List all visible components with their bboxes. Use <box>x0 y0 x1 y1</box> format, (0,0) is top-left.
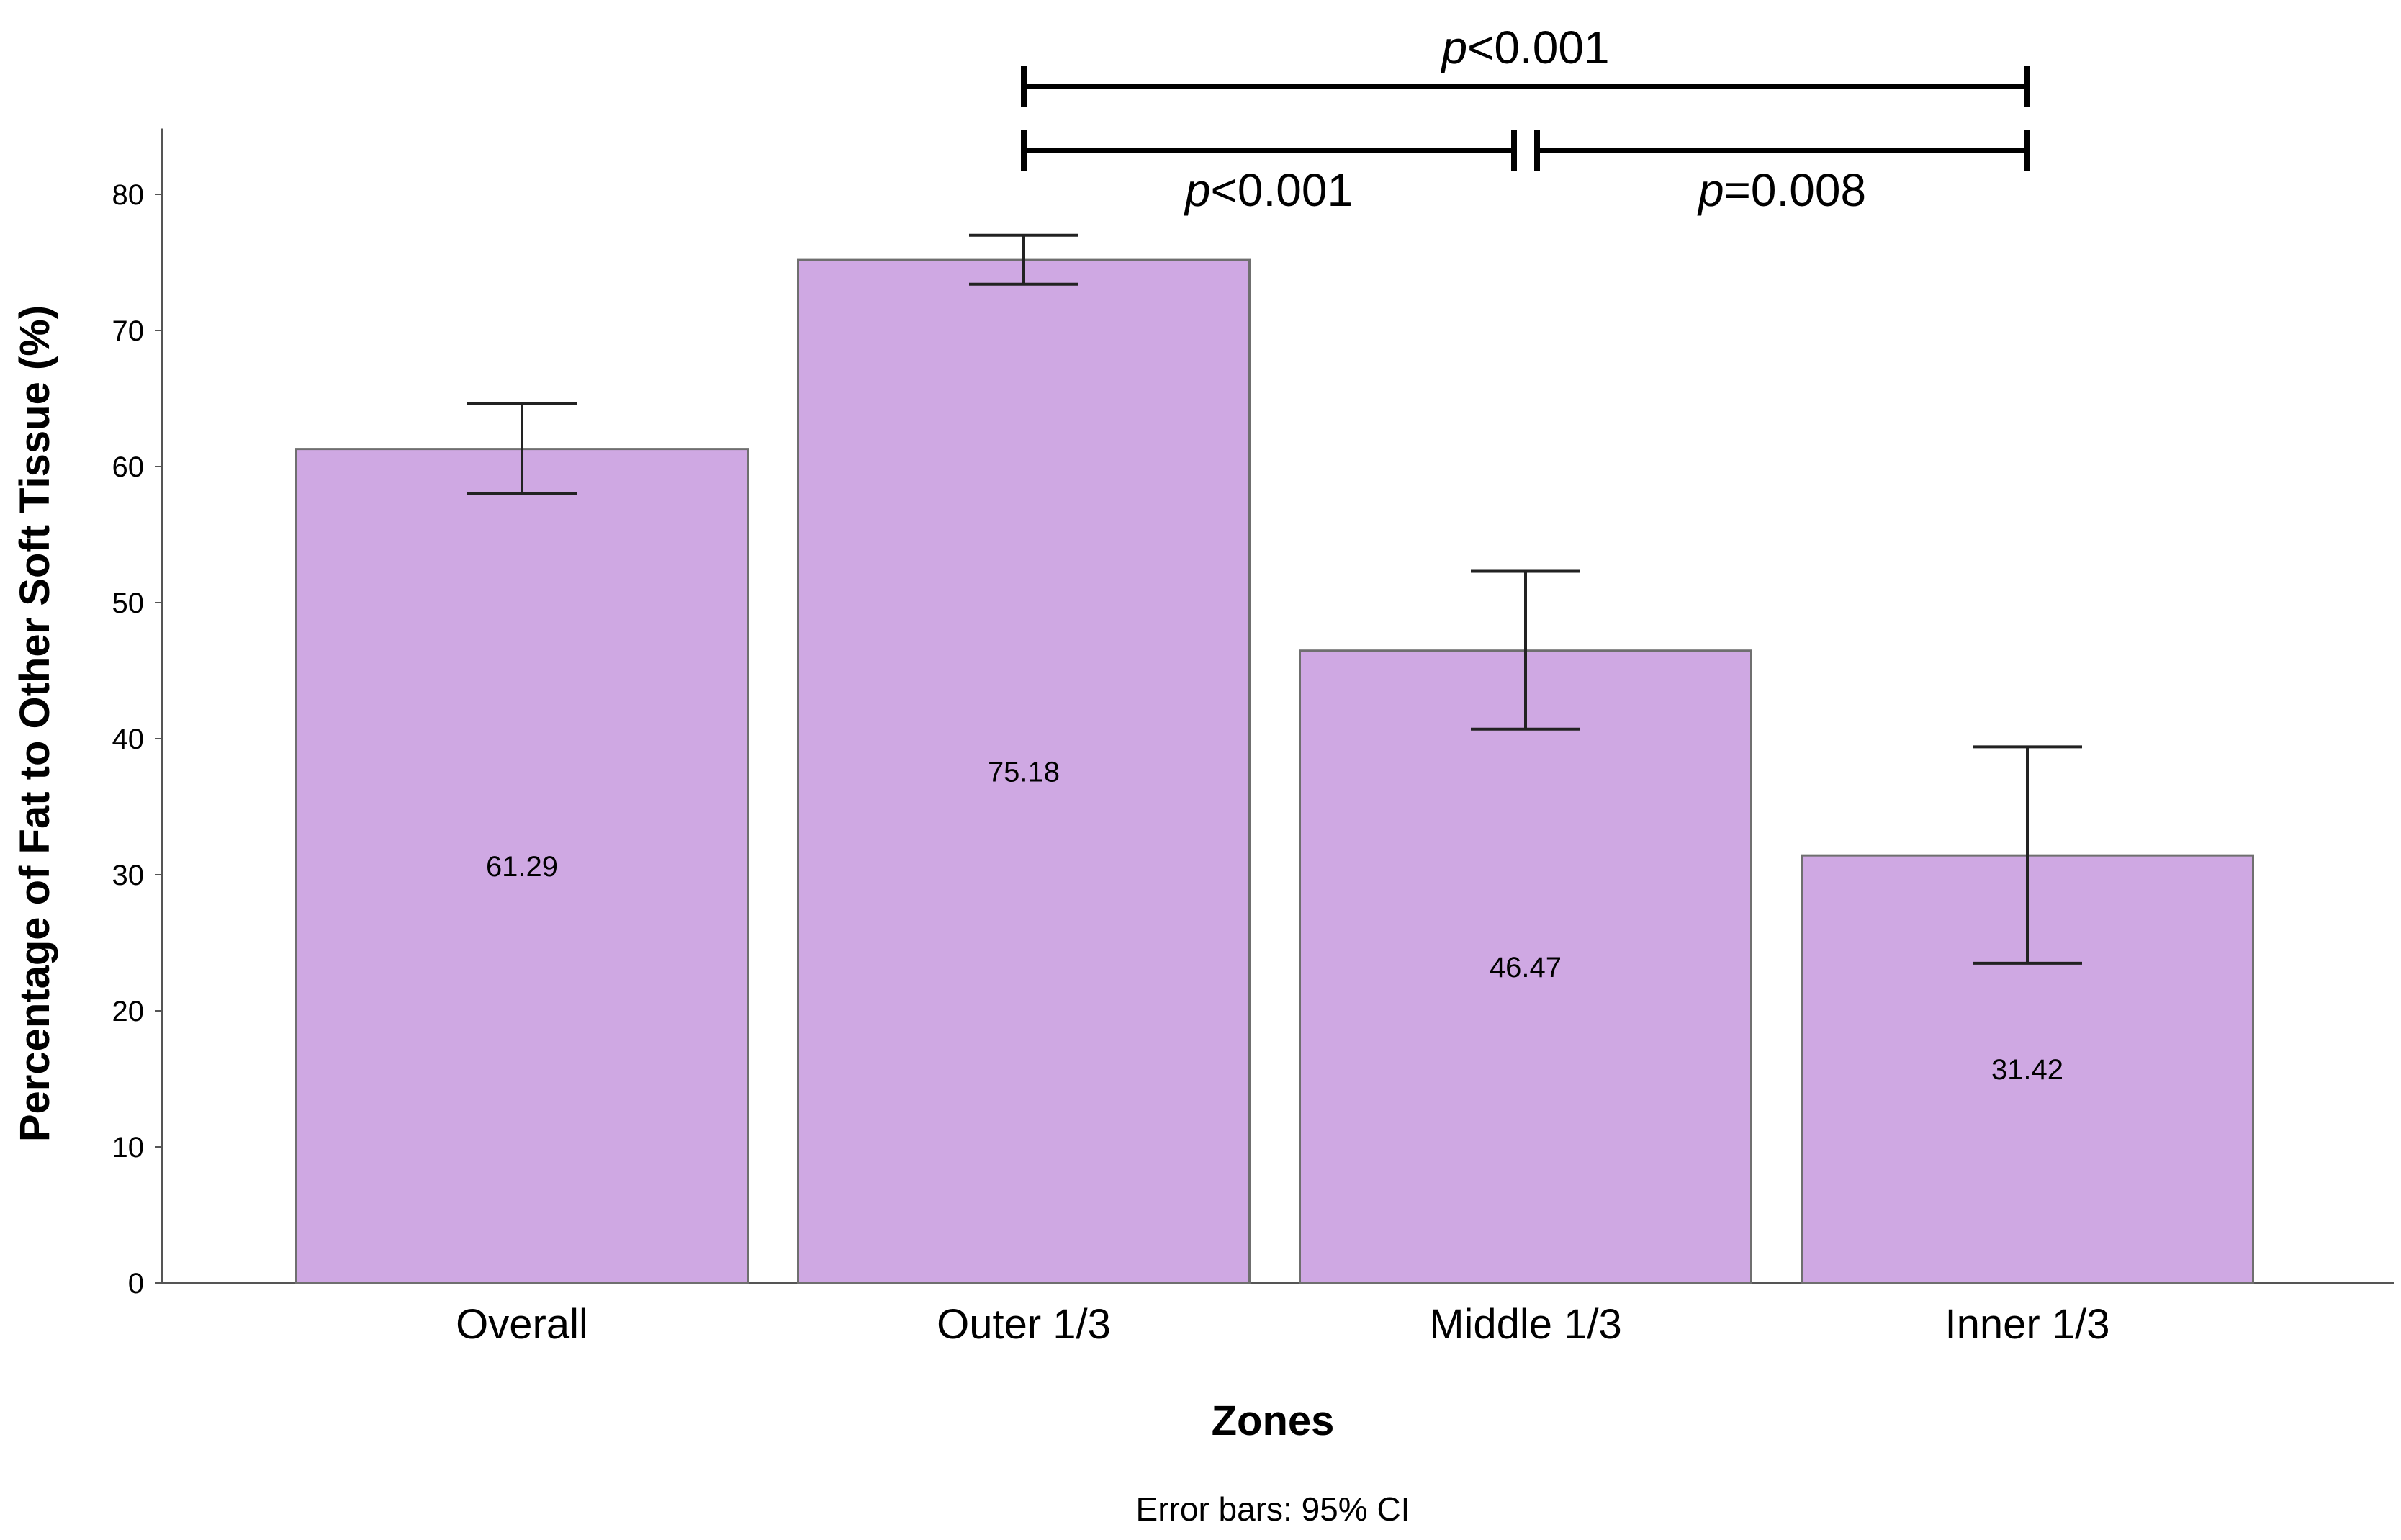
significance-p-symbol: p <box>1440 22 1467 73</box>
significance-p-symbol: p <box>1697 164 1724 216</box>
y-tick-label: 30 <box>112 860 145 891</box>
y-tick-label: 60 <box>112 451 145 483</box>
bars-group <box>295 258 2254 1284</box>
significance-label: p<0.001 <box>1440 22 1609 73</box>
x-tick-label: Middle 1/3 <box>1429 1301 1622 1348</box>
bar <box>295 448 749 1284</box>
x-tick-label: Overall <box>456 1301 588 1348</box>
bar-value-label: 61.29 <box>486 851 558 883</box>
y-tick-label: 40 <box>112 724 145 755</box>
x-tick-label: Inner 1/3 <box>1945 1301 2110 1348</box>
y-axis-title: Percentage of Fat to Other Soft Tissue (… <box>12 305 58 1142</box>
bar-value-label: 75.18 <box>988 757 1060 788</box>
significance-p-symbol: p <box>1184 164 1211 216</box>
y-tick-label: 80 <box>112 179 145 211</box>
y-tick-label: 0 <box>128 1268 144 1300</box>
significance-label: p<0.001 <box>1184 164 1353 216</box>
axes-group: 0 10 20 30 40 50 60 70 80 Overall Outer 1/3 Middle … <box>112 128 2394 1348</box>
y-tick-label: 20 <box>112 996 145 1027</box>
x-tick-label: Outer 1/3 <box>937 1301 1111 1348</box>
significance-p-value: <0.001 <box>1467 22 1610 73</box>
y-tick-label: 10 <box>112 1132 145 1163</box>
error-bar-footnote: Error bars: 95% CI <box>1136 1490 1410 1528</box>
y-tick-label: 50 <box>112 587 145 619</box>
significance-p-value: =0.008 <box>1724 164 1867 216</box>
significance-p-value: <0.001 <box>1211 164 1353 216</box>
bar-value-label: 31.42 <box>1991 1054 2063 1086</box>
y-tick-label: 70 <box>112 315 145 347</box>
value-labels-group: 61.29 75.18 46.47 31.42 <box>486 757 2063 1086</box>
bar <box>1299 649 1752 1284</box>
error-bars-group <box>467 233 2082 965</box>
x-axis-title: Zones <box>1212 1397 1335 1444</box>
significance-label: p=0.008 <box>1697 164 1866 216</box>
bar-value-label: 46.47 <box>1490 952 1562 983</box>
bar <box>797 258 1251 1284</box>
